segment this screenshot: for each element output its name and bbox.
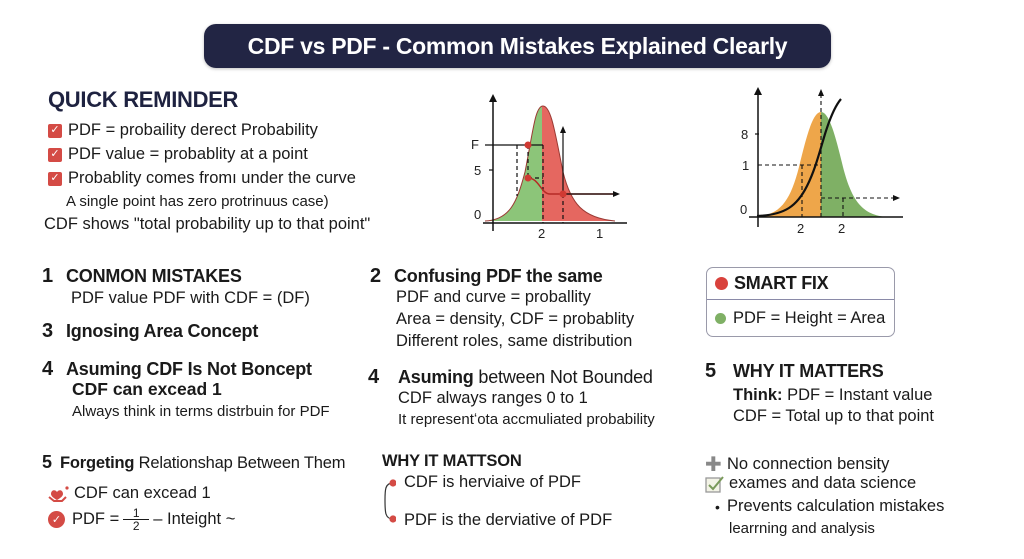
bullet-icon: • xyxy=(715,498,720,515)
x-tick: 2 xyxy=(538,226,545,240)
cdf-chart: 8 1 0 2 2 xyxy=(740,87,903,236)
title-banner: CDF vs PDF - Common Mistakes Explained C… xyxy=(204,24,831,68)
section-number: 5 xyxy=(705,360,717,382)
section-title-bold: Asuming xyxy=(398,367,474,387)
reminder-text: Probablity comes fromı under the curve xyxy=(68,169,356,187)
reminder-note: A single point has zero protrinuus case) xyxy=(66,193,329,210)
y-tick: F xyxy=(471,137,479,152)
reminder-item: ✓ PDF value = probablity at a point xyxy=(48,145,308,164)
section-2-line: PDF and curve = proballity xyxy=(396,288,591,306)
y-tick: 0 xyxy=(740,202,747,217)
section-4a-line: Always think in terms distrbuin for PDF xyxy=(72,403,330,420)
reminder-item: ✓ PDF = probaility derect Probability xyxy=(48,121,318,140)
red-dot-icon xyxy=(715,277,728,290)
benefit-text: exames and data science xyxy=(729,474,917,492)
reminder-text: PDF value = probablity at a point xyxy=(68,145,308,163)
y-tick: 5 xyxy=(474,163,481,178)
x-tick: 2 xyxy=(797,221,804,236)
relationship-item: ✓ PDF = 1 2 – Inteight ~ xyxy=(48,507,235,532)
quick-reminder-heading: QUICK REMINDER xyxy=(48,87,239,112)
why-mattson-item: CDF is herviaive of PDF xyxy=(404,473,581,491)
smart-fix-heading: SMART FIX xyxy=(734,273,829,293)
benefit-text: Prevents calculation mistakes xyxy=(727,497,945,515)
section-number: 4 xyxy=(368,366,380,388)
section-2-line: Area = density, CDF = probablity xyxy=(396,310,635,328)
y-tick: 8 xyxy=(741,127,748,142)
why-mattson-item: PDF is the derviative of PDF xyxy=(404,511,613,529)
check-square-icon: ✓ xyxy=(48,123,62,138)
connector-bracket xyxy=(384,479,396,523)
heart-hand-icon xyxy=(48,485,69,502)
think-text: PDF = Instant value xyxy=(782,386,933,404)
smart-fix-text: PDF = Height = Area xyxy=(733,308,886,327)
section-1-line: PDF value PDF with CDF = (DF) xyxy=(71,289,310,307)
section-5a-line: CDF = Total up to that point xyxy=(733,407,935,425)
section-title: Asuming CDF Is Not Boncept xyxy=(66,359,312,379)
x-tick: 2 xyxy=(838,221,845,236)
formula-prefix: PDF = xyxy=(72,510,120,528)
y-tick: 0 xyxy=(474,207,481,222)
section-number: 3 xyxy=(42,320,54,342)
section-2-line: Different roles, same distribution xyxy=(396,332,633,350)
section-title-bold: Forgeting xyxy=(60,454,135,472)
benefit-item: ✚ No connection bensity xyxy=(705,452,889,477)
section-number: 2 xyxy=(370,265,382,287)
section-number: 5 xyxy=(42,452,53,472)
fraction-numerator: 1 xyxy=(132,506,140,520)
section-1-heading: 1 CONMON MISTAKES xyxy=(42,265,242,288)
section-2-heading: 2 Confusing PDF the same xyxy=(370,265,603,288)
section-4b-line: CDF always ranges 0 to 1 xyxy=(398,389,588,407)
x-tick: 1 xyxy=(596,226,603,240)
check-circle-icon: ✓ xyxy=(48,511,65,528)
smart-fix-card: SMART FIX PDF = Height = Area xyxy=(706,267,895,337)
section-title-rest: between Not Bounded xyxy=(473,367,653,387)
pdf-chart: F 5 0 2 1 xyxy=(471,94,627,240)
think-label: Think: xyxy=(733,386,783,404)
green-dot-icon xyxy=(715,312,726,324)
benefit-text: No connection bensity xyxy=(727,455,890,473)
cdf-summary-line: CDF shows "total probability up to that … xyxy=(44,215,371,233)
formula-suffix: – Inteight ~ xyxy=(153,510,236,528)
section-3-heading: 3 Ignosing Area Concept xyxy=(42,320,258,343)
section-5a-think-line: Think: PDF = Instant value xyxy=(733,386,932,405)
section-title-rest: Relationshap Between Them xyxy=(134,454,346,472)
section-4b-heading: 4 Asuming between Not Bounded xyxy=(368,366,653,389)
section-4a-line: CDF can excead 1 xyxy=(72,379,222,399)
checkbox-icon xyxy=(705,475,724,493)
section-title: CONMON MISTAKES xyxy=(66,266,242,286)
benefit-trailing: learrning and analysis xyxy=(729,520,875,537)
page-title: CDF vs PDF - Common Mistakes Explained C… xyxy=(247,32,788,59)
check-square-icon: ✓ xyxy=(48,171,62,186)
fraction-denominator: 2 xyxy=(132,519,140,533)
why-mattson-heading: WHY IT MATTSON xyxy=(382,452,522,470)
relationship-text: CDF can excead 1 xyxy=(74,484,211,502)
reminder-item: ✓ Probablity comes fromı under the curve xyxy=(48,169,356,188)
plus-icon: ✚ xyxy=(705,454,722,476)
benefit-item: • Prevents calculation mistakes xyxy=(715,497,944,516)
section-title: Confusing PDF the same xyxy=(394,266,603,286)
section-5b-heading: 5 Forgeting Relationshap Between Them xyxy=(42,452,345,473)
section-title: Ignosing Area Concept xyxy=(66,321,259,341)
reminder-text: PDF = probaility derect Probability xyxy=(68,121,318,139)
section-5a-heading: 5 WHY IT MATTERS xyxy=(705,360,884,383)
section-number: 4 xyxy=(42,358,54,380)
section-number: 1 xyxy=(42,265,54,287)
y-tick: 1 xyxy=(742,158,749,173)
section-title: WHY IT MATTERS xyxy=(733,361,884,381)
fraction: 1 2 xyxy=(123,506,150,533)
check-square-icon: ✓ xyxy=(48,147,62,162)
benefit-item: exames and data science xyxy=(705,474,916,493)
section-4a-heading: 4 Asuming CDF Is Not Boncept xyxy=(42,358,312,381)
relationship-item: CDF can excead 1 xyxy=(48,484,211,503)
section-4b-line: It representʻota accmuliated probability xyxy=(398,411,655,428)
